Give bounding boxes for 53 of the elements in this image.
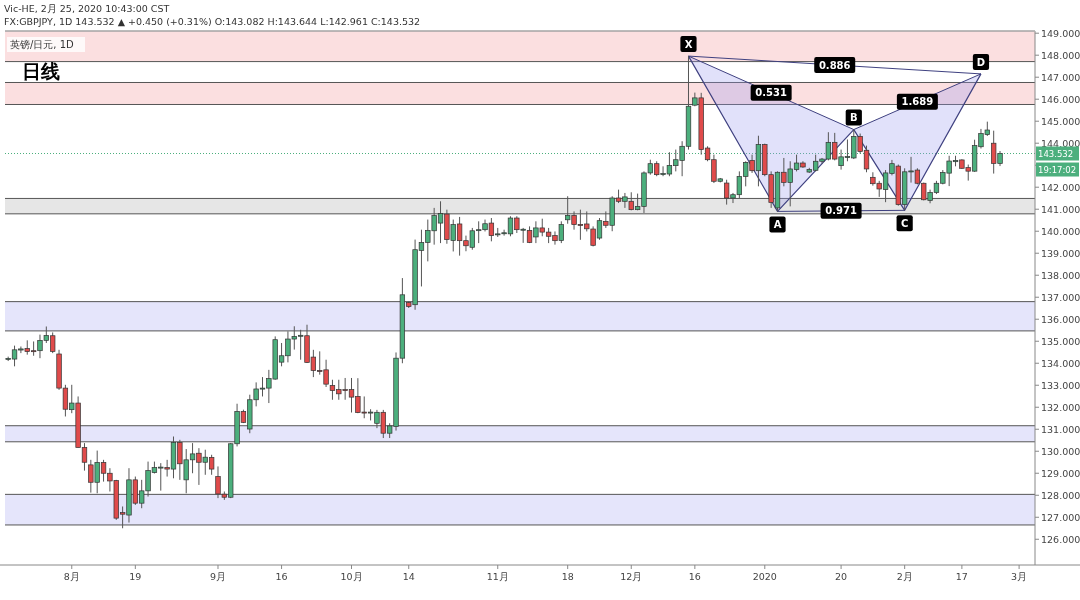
x-tick-label: 18: [561, 571, 574, 582]
x-tick-label: 19: [129, 571, 142, 582]
y-tick-label: 128.000: [1041, 489, 1080, 501]
x-tick-label: 11月: [486, 571, 509, 582]
x-tick-label: 14: [402, 571, 415, 582]
data-label: X: [684, 38, 693, 50]
y-tick-label: 149.000: [1041, 27, 1080, 39]
y-tick-label: 145.000: [1041, 115, 1080, 127]
x-tick-label: 2月: [896, 571, 913, 582]
text: Vic-HE, 2月 25, 2020 10:43:00 CST: [4, 3, 170, 14]
y-tick-label: 135.000: [1041, 335, 1080, 347]
annotation: 0.971: [825, 205, 857, 217]
annotation: 0.531: [755, 87, 787, 99]
y-tick-label: 138.000: [1041, 269, 1080, 281]
data-label: C: [900, 217, 909, 229]
y-tick-label: 129.000: [1041, 467, 1080, 479]
y-tick-label: 136.000: [1041, 313, 1080, 325]
y-tick-label: 139.000: [1041, 247, 1080, 259]
annotation: 0.886: [818, 59, 851, 71]
data-label: A: [773, 219, 782, 231]
text: 日线: [22, 60, 60, 82]
y-tick-label: 141.000: [1041, 203, 1080, 215]
x-tick-label: 16: [688, 571, 701, 582]
x-tick-label: 16: [275, 571, 288, 582]
x-tick-label: 9月: [209, 571, 227, 582]
y-tick-label: 130.000: [1041, 445, 1080, 457]
text: 19:17:02: [1038, 165, 1077, 176]
text: 英镑/日元, 1D: [10, 39, 75, 50]
y-tick-label: 132.000: [1041, 401, 1080, 413]
y-tick-label: 148.000: [1041, 49, 1080, 61]
y-tick-label: 137.000: [1041, 291, 1080, 303]
y-tick-label: 127.000: [1041, 511, 1080, 523]
x-tick-label: 17: [955, 571, 968, 582]
x-tick-label: 10月: [340, 571, 363, 582]
ref-line-label: 143.532: [1038, 149, 1074, 160]
text: FX:GBPJPY, 1D 143.532 ▲ +0.450 (+0.31%) O:143.082 H:143.644 L:142.961 C:143.532: [4, 16, 421, 27]
x-tick-label: 20: [835, 571, 848, 582]
y-tick-label: 142.000: [1041, 181, 1080, 193]
x-tick-label: 3月: [1011, 571, 1028, 582]
y-tick-label: 144.000: [1041, 137, 1080, 149]
y-tick-label: 131.000: [1041, 423, 1080, 435]
annotation: 1.689: [901, 96, 934, 108]
x-tick-label: 2020: [752, 571, 777, 582]
y-tick-label: 133.000: [1041, 379, 1080, 391]
y-tick-label: 126.000: [1041, 533, 1080, 545]
y-tick-label: 140.000: [1041, 225, 1080, 237]
y-tick-label: 147.000: [1041, 71, 1080, 83]
y-tick-label: 146.000: [1041, 93, 1080, 105]
x-tick-label: 12月: [620, 571, 643, 582]
data-label: B: [849, 112, 858, 124]
data-label: D: [976, 56, 986, 68]
y-tick-label: 134.000: [1041, 357, 1080, 369]
x-tick-label: 8月: [63, 571, 80, 582]
